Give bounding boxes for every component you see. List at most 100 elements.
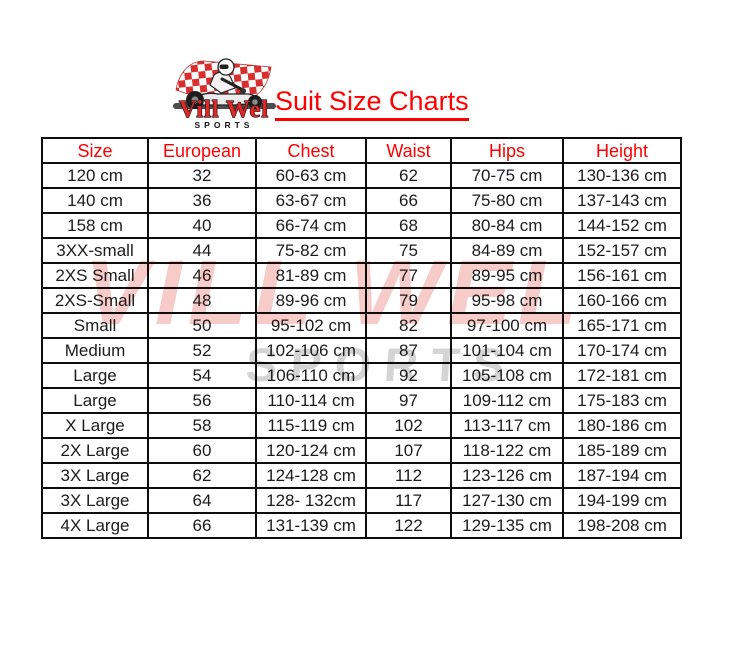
table-cell: 127-130 cm: [450, 487, 564, 514]
page-title: Suit Size Charts: [275, 86, 469, 121]
table-cell: 62: [365, 162, 452, 189]
table-cell: 113-117 cm: [450, 412, 564, 439]
table-row: Large 56 110-114 cm 97 109-112 cm 175-183 cm: [41, 387, 682, 414]
table-cell: 3XX-small: [41, 237, 149, 264]
table-cell: 102-106 cm: [255, 337, 367, 364]
table-cell: 2X Large: [41, 437, 149, 464]
table-cell: 92: [365, 362, 452, 389]
table-cell: Small: [41, 312, 149, 339]
table-cell: 3X Large: [41, 487, 149, 514]
steering-wheel: [240, 88, 246, 94]
table-cell: 75: [365, 237, 452, 264]
table-cell: 118-122 cm: [450, 437, 564, 464]
table-row: 3X Large 64 128- 132cm 117 127-130 cm 194-199…: [41, 487, 682, 514]
column-header: Chest: [255, 137, 367, 164]
table-cell: 187-194 cm: [562, 462, 682, 489]
table-cell: Large: [41, 362, 149, 389]
table-cell: 75-80 cm: [450, 187, 564, 214]
table-cell: 66-74 cm: [255, 212, 367, 239]
table-cell: 109-112 cm: [450, 387, 564, 414]
table-cell: 77: [365, 262, 452, 289]
table-cell: 144-152 cm: [562, 212, 682, 239]
table-cell: 58: [147, 412, 257, 439]
table-cell: 64: [147, 487, 257, 514]
table-cell: 172-181 cm: [562, 362, 682, 389]
table-cell: 140 cm: [41, 187, 149, 214]
table-cell: 70-75 cm: [450, 162, 564, 189]
table-cell: 137-143 cm: [562, 187, 682, 214]
table-cell: 124-128 cm: [255, 462, 367, 489]
table-cell: 131-139 cm: [255, 512, 367, 539]
table-cell: 128- 132cm: [255, 487, 367, 514]
table-cell: 165-171 cm: [562, 312, 682, 339]
table-cell: 81-89 cm: [255, 262, 367, 289]
table-cell: 110-114 cm: [255, 387, 367, 414]
kart-racer-icon: Vill Wel SPORTS: [173, 58, 276, 130]
table-cell: 198-208 cm: [562, 512, 682, 539]
driver-arm: [220, 77, 243, 91]
table-cell: 101-104 cm: [450, 337, 564, 364]
table-row: Medium 52 102-106 cm 87 101-104 cm 170-174 cm: [41, 337, 682, 364]
table-cell: 89-95 cm: [450, 262, 564, 289]
brand-logo: Vill Wel SPORTS: [161, 48, 287, 132]
table-cell: 50: [147, 312, 257, 339]
table-cell: 84-89 cm: [450, 237, 564, 264]
table-cell: 120 cm: [41, 162, 149, 189]
table-cell: 115-119 cm: [255, 412, 367, 439]
size-table-body: 120 cm 32 60-63 cm 62 70-75 cm 130-136 cm 140 …: [41, 162, 682, 539]
table-cell: 75-82 cm: [255, 237, 367, 264]
table-cell: 36: [147, 187, 257, 214]
logo-sports-label: SPORTS: [195, 120, 254, 130]
size-table-header-row: Size European Chest Waist Hips Height: [41, 137, 682, 164]
table-cell: Medium: [41, 337, 149, 364]
table-cell: 194-199 cm: [562, 487, 682, 514]
table-cell: 112: [365, 462, 452, 489]
table-row: 3XX-small 44 75-82 cm 75 84-89 cm 152-157 cm: [41, 237, 682, 264]
table-cell: 32: [147, 162, 257, 189]
table-row: 2XS-Small 48 89-96 cm 79 95-98 cm 160-166 cm: [41, 287, 682, 314]
table-cell: 160-166 cm: [562, 287, 682, 314]
table-cell: 158 cm: [41, 212, 149, 239]
table-cell: 54: [147, 362, 257, 389]
table-cell: 105-108 cm: [450, 362, 564, 389]
table-cell: 40: [147, 212, 257, 239]
table-row: 140 cm 36 63-67 cm 66 75-80 cm 137-143 cm: [41, 187, 682, 214]
table-cell: 80-84 cm: [450, 212, 564, 239]
table-cell: 123-126 cm: [450, 462, 564, 489]
table-cell: Large: [41, 387, 149, 414]
table-cell: 130-136 cm: [562, 162, 682, 189]
table-cell: 170-174 cm: [562, 337, 682, 364]
table-row: Large 54 106-110 cm 92 105-108 cm 172-181 cm: [41, 362, 682, 389]
table-cell: 66: [147, 512, 257, 539]
helmet-visor: [219, 64, 229, 69]
table-cell: 2XS-Small: [41, 287, 149, 314]
table-row: 158 cm 40 66-74 cm 68 80-84 cm 144-152 cm: [41, 212, 682, 239]
table-cell: 4X Large: [41, 512, 149, 539]
table-row: 2X Large 60 120-124 cm 107 118-122 cm 185-189…: [41, 437, 682, 464]
table-row: 4X Large 66 131-139 cm 122 129-135 cm 198-208…: [41, 512, 682, 539]
table-cell: 79: [365, 287, 452, 314]
table-row: 2XS Small 46 81-89 cm 77 89-95 cm 156-161 cm: [41, 262, 682, 289]
table-cell: 185-189 cm: [562, 437, 682, 464]
column-header: Size: [41, 137, 149, 164]
table-cell: 48: [147, 287, 257, 314]
table-row: X Large 58 115-119 cm 102 113-117 cm 180-186 …: [41, 412, 682, 439]
table-cell: 107: [365, 437, 452, 464]
table-cell: 68: [365, 212, 452, 239]
size-chart-table: Size European Chest Waist Hips Height 120 cm 3…: [41, 137, 682, 539]
table-row: 120 cm 32 60-63 cm 62 70-75 cm 130-136 cm: [41, 162, 682, 189]
table-cell: 2XS Small: [41, 262, 149, 289]
table-cell: 62: [147, 462, 257, 489]
table-cell: 63-67 cm: [255, 187, 367, 214]
table-cell: 152-157 cm: [562, 237, 682, 264]
table-cell: 95-98 cm: [450, 287, 564, 314]
table-cell: 60-63 cm: [255, 162, 367, 189]
column-header: Height: [562, 137, 682, 164]
table-cell: 87: [365, 337, 452, 364]
table-cell: 82: [365, 312, 452, 339]
rear-wheel-hub: [191, 96, 199, 104]
table-row: Small 50 95-102 cm 82 97-100 cm 165-171 cm: [41, 312, 682, 339]
table-cell: 60: [147, 437, 257, 464]
table-cell: 122: [365, 512, 452, 539]
